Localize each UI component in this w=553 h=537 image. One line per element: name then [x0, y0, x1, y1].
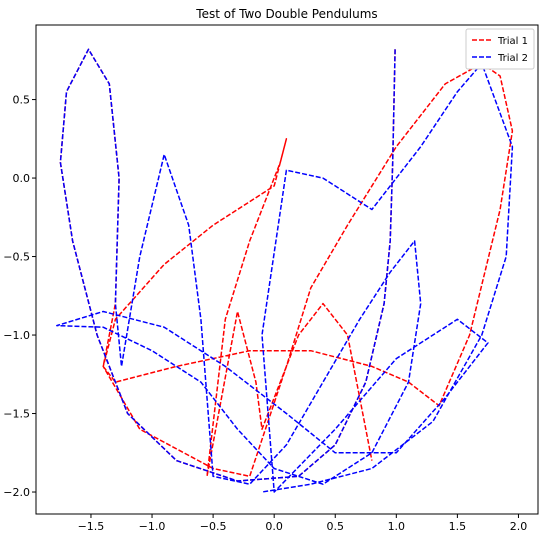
- x-tick-label: 2.0: [510, 520, 528, 533]
- trajectory: [56, 48, 514, 493]
- x-tick-label: 1.5: [449, 520, 467, 533]
- y-tick-label: −1.5: [3, 408, 30, 421]
- y-tick-label: 0.0: [13, 172, 31, 185]
- x-tick-label: 0.0: [265, 520, 283, 533]
- x-tick-label: −1.0: [139, 520, 166, 533]
- legend-label: Trial 2: [497, 53, 528, 64]
- y-tick-label: −1.0: [3, 329, 30, 342]
- x-tick-label: 0.5: [326, 520, 344, 533]
- y-tick-label: −2.0: [3, 486, 30, 499]
- x-tick-label: 1.0: [388, 520, 406, 533]
- legend-label: Trial 1: [497, 36, 528, 47]
- trajectory: [59, 48, 514, 482]
- x-tick-label: −1.5: [78, 520, 105, 533]
- x-tick-label: −0.5: [200, 520, 227, 533]
- plot-frame: [35, 24, 539, 515]
- legend-box: [465, 28, 535, 70]
- chart-title: Test of Two Double Pendulums: [195, 7, 377, 21]
- y-tick-label: −0.5: [3, 251, 30, 264]
- y-tick-label: 0.5: [13, 94, 31, 107]
